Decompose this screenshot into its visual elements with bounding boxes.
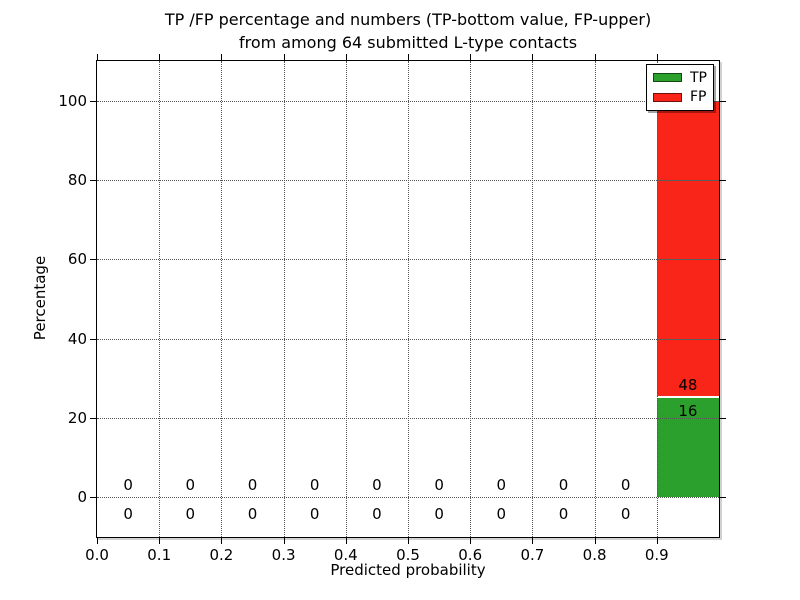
y-tick-mark-right: [719, 418, 726, 419]
grid-line-vertical: [283, 61, 285, 537]
fp-count-label: 0: [620, 476, 631, 495]
legend-item-fp: FP: [647, 90, 713, 104]
y-tick-mark: [90, 259, 97, 261]
tp-count-label: 16: [678, 402, 698, 421]
x-tick-label: 0.4: [333, 546, 358, 564]
y-tick-mark-right: [719, 497, 726, 499]
y-tick-label: 60: [67, 250, 87, 269]
y-tick-label: 40: [67, 329, 87, 348]
x-tick-mark-top: [594, 54, 596, 61]
x-tick-label: 0.5: [396, 546, 420, 564]
x-axis-label: Predicted probability: [330, 561, 486, 579]
x-tick-mark-top: [97, 54, 98, 61]
tp-count-label: 0: [496, 505, 507, 524]
tp-count-label: 0: [558, 505, 569, 524]
y-tick-label: 80: [67, 171, 87, 189]
legend: TP FP: [646, 64, 714, 111]
grid-line-horizontal: [97, 497, 719, 499]
grid-line-vertical: [221, 61, 223, 537]
x-tick-mark: [97, 537, 98, 544]
y-tick-mark-right: [719, 100, 726, 102]
legend-label-fp: FP: [690, 89, 707, 106]
x-tick-mark-top: [532, 54, 534, 61]
y-axis-label: Percentage: [31, 255, 49, 341]
grid-line-vertical: [159, 61, 161, 537]
x-tick-mark-top: [345, 54, 347, 61]
x-tick-mark-top: [656, 54, 658, 61]
x-tick-mark-top: [470, 54, 472, 61]
x-tick-label: 0.0: [85, 546, 109, 564]
x-tick-mark-top: [408, 54, 409, 61]
x-tick-mark: [656, 537, 658, 544]
y-tick-label: 20: [67, 409, 87, 427]
tp-count-label: 0: [434, 505, 444, 524]
fp-count-label: 0: [123, 476, 133, 495]
x-tick-mark: [345, 537, 347, 544]
fp-count-label: 0: [496, 476, 507, 495]
x-tick-label: 0.9: [644, 546, 669, 564]
bar-tp-segment: [656, 398, 719, 498]
x-tick-label: 0.7: [520, 546, 545, 564]
fp-count-label: 0: [558, 476, 569, 495]
grid-line-vertical: [532, 61, 534, 537]
tp-count-label: 0: [247, 505, 258, 524]
grid-line-horizontal: [97, 338, 719, 340]
legend-item-tp: TP: [647, 71, 713, 85]
legend-label-tp: TP: [690, 69, 707, 86]
x-tick-label: 0.8: [582, 546, 607, 564]
chart-title-line1: TP /FP percentage and numbers (TP-bottom…: [164, 10, 652, 29]
tp-count-label: 0: [185, 505, 196, 524]
x-tick-mark: [470, 537, 472, 544]
x-tick-mark: [532, 537, 534, 544]
x-tick-label: 0.2: [209, 546, 234, 564]
x-tick-mark-top: [221, 54, 223, 61]
grid-line-horizontal: [97, 100, 719, 102]
fp-count-label: 0: [434, 476, 444, 495]
bar-fp-segment: [656, 100, 719, 399]
tp-color-swatch: [653, 73, 682, 83]
y-tick-mark-right: [719, 180, 726, 181]
tp-count-label: 0: [372, 505, 382, 524]
tp-count-label: 0: [123, 505, 133, 524]
y-tick-label: 100: [58, 91, 87, 110]
fp-count-label: 0: [247, 476, 258, 495]
x-tick-label: 0.6: [458, 546, 483, 564]
plot-area: TP FP 0.0 0.1 0.2 0.3 0.4 0.5 0.6 0.7 0.8 0.9 0 20 4…: [58, 54, 726, 564]
fp-color-swatch: [653, 92, 682, 102]
tp-count-label: 0: [620, 505, 631, 524]
fp-count-label: 0: [185, 476, 196, 495]
x-tick-label: 0.1: [147, 546, 172, 564]
grid-line-horizontal: [97, 418, 719, 419]
chart-title-line2: from among 64 submitted L-type contacts: [238, 33, 578, 52]
x-tick-mark: [283, 537, 285, 544]
grid-line-vertical: [345, 61, 347, 537]
y-tick-mark-right: [719, 338, 726, 340]
x-tick-mark: [221, 537, 223, 544]
grid-line-horizontal: [97, 259, 719, 261]
y-tick-mark: [90, 418, 97, 419]
x-tick-mark: [594, 537, 596, 544]
y-tick-mark: [90, 497, 97, 499]
fp-count-label: 0: [309, 476, 320, 495]
y-tick-mark: [90, 338, 97, 340]
tp-count-label: 0: [309, 505, 320, 524]
x-tick-label: 0.3: [271, 546, 296, 564]
y-tick-mark-right: [719, 259, 726, 261]
grid-line-vertical: [408, 61, 409, 537]
y-tick-mark: [90, 100, 97, 102]
grid-line-vertical: [470, 61, 472, 537]
grid-line-horizontal: [97, 180, 719, 181]
x-tick-mark-top: [283, 54, 285, 61]
grid-line-vertical: [594, 61, 596, 537]
x-tick-mark: [159, 537, 161, 544]
fp-count-label: 0: [372, 476, 382, 495]
fp-count-label: 48: [678, 376, 698, 395]
chart-title: TP /FP percentage and numbers (TP-bottom…: [97, 8, 719, 54]
y-tick-label: 0: [77, 488, 87, 507]
x-tick-mark-top: [159, 54, 161, 61]
y-tick-mark: [90, 180, 97, 181]
x-tick-mark: [408, 537, 409, 544]
